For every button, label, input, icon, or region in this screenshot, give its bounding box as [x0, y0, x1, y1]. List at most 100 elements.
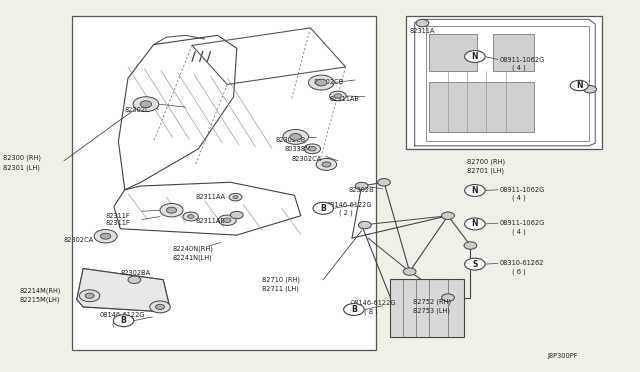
- Circle shape: [304, 144, 321, 154]
- Circle shape: [156, 304, 164, 310]
- Text: B: B: [351, 305, 356, 314]
- Circle shape: [308, 147, 316, 151]
- Circle shape: [442, 212, 454, 219]
- Circle shape: [334, 94, 342, 98]
- Text: ( 2 ): ( 2 ): [112, 320, 125, 327]
- Text: B: B: [321, 204, 326, 213]
- Circle shape: [290, 134, 301, 140]
- Text: 82302CA: 82302CA: [291, 156, 321, 162]
- Circle shape: [464, 242, 477, 249]
- Circle shape: [183, 212, 198, 221]
- Text: 08911-1062G: 08911-1062G: [499, 220, 545, 226]
- Circle shape: [316, 79, 327, 86]
- Circle shape: [403, 268, 416, 275]
- Bar: [429, 82, 534, 132]
- Text: 82701 (LH): 82701 (LH): [467, 167, 504, 174]
- Circle shape: [229, 193, 242, 201]
- Text: S: S: [472, 260, 477, 269]
- Text: 82301 (LH): 82301 (LH): [3, 164, 40, 171]
- Text: 08146-6122G: 08146-6122G: [99, 312, 145, 318]
- Text: 82311F: 82311F: [106, 213, 130, 219]
- Circle shape: [94, 230, 117, 243]
- Circle shape: [316, 158, 337, 170]
- Circle shape: [322, 162, 331, 167]
- Text: 08911-1062G: 08911-1062G: [499, 57, 545, 62]
- Bar: [390, 279, 464, 337]
- Text: 82311AA: 82311AA: [195, 194, 225, 200]
- Text: 82215M(LH): 82215M(LH): [19, 296, 60, 303]
- Text: 82710 (RH): 82710 (RH): [262, 276, 300, 283]
- Text: 82241N(LH): 82241N(LH): [173, 254, 212, 261]
- Text: 82302CA: 82302CA: [64, 237, 94, 243]
- Circle shape: [128, 276, 141, 283]
- Circle shape: [150, 301, 170, 313]
- Circle shape: [140, 101, 152, 108]
- Text: N: N: [472, 52, 478, 61]
- Text: 82300 (RH): 82300 (RH): [3, 155, 41, 161]
- Bar: [72, 16, 376, 350]
- Circle shape: [378, 179, 390, 186]
- Text: 82753 (LH): 82753 (LH): [413, 307, 450, 314]
- Circle shape: [160, 203, 183, 217]
- Circle shape: [416, 19, 429, 27]
- Circle shape: [188, 215, 194, 218]
- Text: 80338M: 80338M: [285, 146, 312, 152]
- Circle shape: [233, 196, 238, 199]
- Circle shape: [465, 218, 485, 230]
- Text: 82302CB: 82302CB: [314, 79, 344, 85]
- Circle shape: [283, 129, 308, 144]
- Text: 82311AB: 82311AB: [330, 96, 360, 102]
- Text: ( 4 ): ( 4 ): [512, 228, 525, 235]
- Text: ( 4 ): ( 4 ): [512, 195, 525, 201]
- Text: ( 8 ): ( 8 ): [364, 308, 377, 315]
- Circle shape: [358, 221, 371, 229]
- Text: 82240N(RH): 82240N(RH): [173, 246, 214, 253]
- Circle shape: [442, 294, 454, 301]
- Circle shape: [355, 182, 368, 190]
- Text: 82711 (LH): 82711 (LH): [262, 285, 300, 292]
- Circle shape: [218, 215, 236, 225]
- Text: ( 6 ): ( 6 ): [512, 268, 525, 275]
- Circle shape: [230, 211, 243, 219]
- Circle shape: [465, 258, 485, 270]
- Text: N: N: [472, 219, 478, 228]
- Circle shape: [465, 185, 485, 196]
- Text: 82752 (RH): 82752 (RH): [413, 299, 451, 305]
- Circle shape: [85, 293, 94, 298]
- Circle shape: [308, 75, 334, 90]
- Text: 82302CB: 82302CB: [275, 137, 305, 142]
- Circle shape: [584, 86, 596, 93]
- Text: 82311F: 82311F: [106, 220, 130, 226]
- Text: B: B: [121, 316, 126, 325]
- Circle shape: [313, 202, 333, 214]
- Circle shape: [465, 51, 485, 62]
- Circle shape: [166, 207, 177, 213]
- Text: 82214M(RH): 82214M(RH): [19, 288, 61, 294]
- Text: 08146-6122G: 08146-6122G: [326, 202, 372, 208]
- Circle shape: [570, 80, 588, 91]
- Bar: [406, 16, 602, 149]
- Circle shape: [133, 97, 159, 112]
- Text: 82311A: 82311A: [410, 28, 435, 33]
- Text: 82311AB: 82311AB: [195, 218, 225, 224]
- Text: 08310-61262: 08310-61262: [499, 260, 544, 266]
- Bar: [429, 34, 477, 71]
- Circle shape: [100, 233, 111, 239]
- Polygon shape: [77, 269, 170, 312]
- Text: 82302B: 82302B: [349, 187, 374, 193]
- Text: J8P300PF: J8P300PF: [547, 353, 578, 359]
- Text: 82700 (RH): 82700 (RH): [467, 158, 506, 165]
- Text: 08146-6122G: 08146-6122G: [351, 300, 396, 306]
- Text: 08911-1062G: 08911-1062G: [499, 187, 545, 193]
- Circle shape: [113, 315, 134, 327]
- Text: 82302BA: 82302BA: [120, 270, 150, 276]
- Circle shape: [223, 218, 231, 222]
- Text: ( 4 ): ( 4 ): [512, 64, 525, 71]
- Bar: [493, 34, 534, 71]
- Circle shape: [344, 304, 364, 315]
- Text: N: N: [472, 186, 478, 195]
- Circle shape: [79, 290, 100, 302]
- Text: ( 2 ): ( 2 ): [339, 209, 353, 216]
- Text: N: N: [576, 81, 582, 90]
- Circle shape: [330, 91, 346, 101]
